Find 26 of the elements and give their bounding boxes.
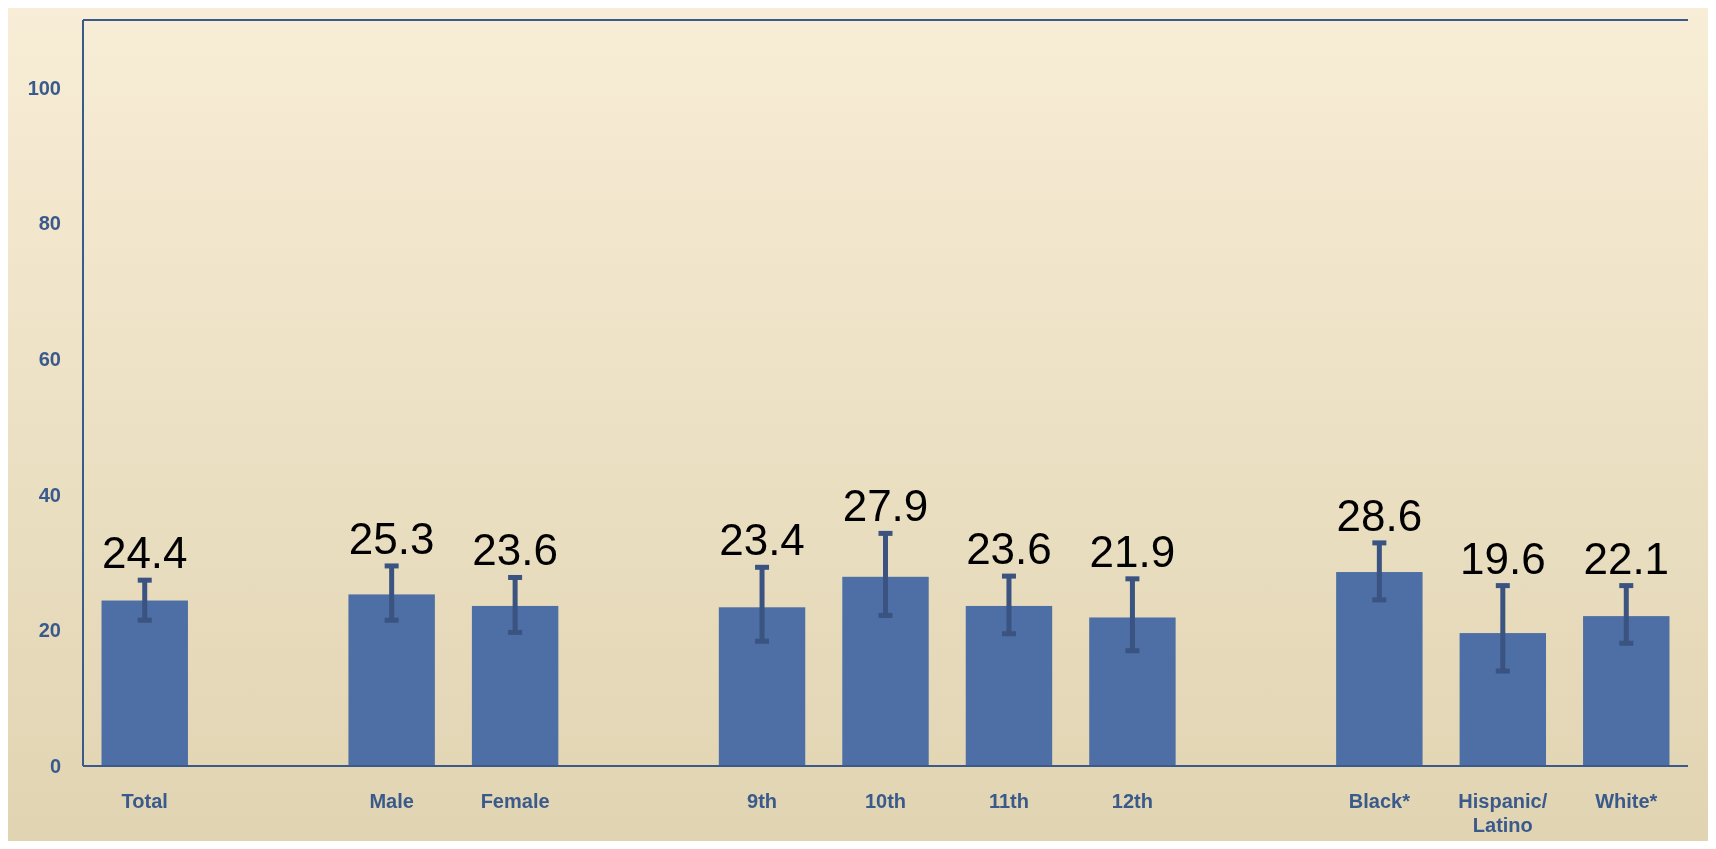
x-tick-label: White* (1595, 790, 1658, 812)
y-tick-label: 80 (38, 212, 61, 235)
data-label: 27.9 (842, 481, 929, 531)
y-tick-label: 20 (38, 619, 61, 642)
x-tick-label: 12th (1111, 790, 1153, 812)
data-label: 23.6 (966, 524, 1052, 574)
data-label: 19.6 (1459, 533, 1546, 583)
x-tick-label: Male (369, 790, 414, 812)
x-tick-label: Total (121, 790, 168, 812)
x-tick-label: Female (480, 790, 550, 812)
x-tick-label: 9th (747, 790, 778, 812)
data-label: 25.3 (348, 513, 435, 563)
x-tick-label: Hispanic/ Latino (1458, 790, 1548, 836)
y-tick-label: 40 (38, 483, 61, 506)
data-label: 28.6 (1336, 490, 1423, 540)
y-tick-label: 60 (38, 348, 61, 371)
data-label: 22.1 (1583, 533, 1670, 583)
data-label: 21.9 (1089, 526, 1176, 576)
y-tick-label: 0 (49, 755, 61, 777)
x-tick-label: 10th (864, 790, 907, 812)
y-tick-label: 100 (27, 76, 61, 99)
data-label: 23.6 (472, 525, 558, 575)
x-tick-label: Black* (1348, 790, 1411, 812)
data-label: 23.4 (719, 515, 805, 565)
data-label: 24.4 (101, 528, 188, 578)
x-tick-label: 11th (988, 790, 1029, 812)
